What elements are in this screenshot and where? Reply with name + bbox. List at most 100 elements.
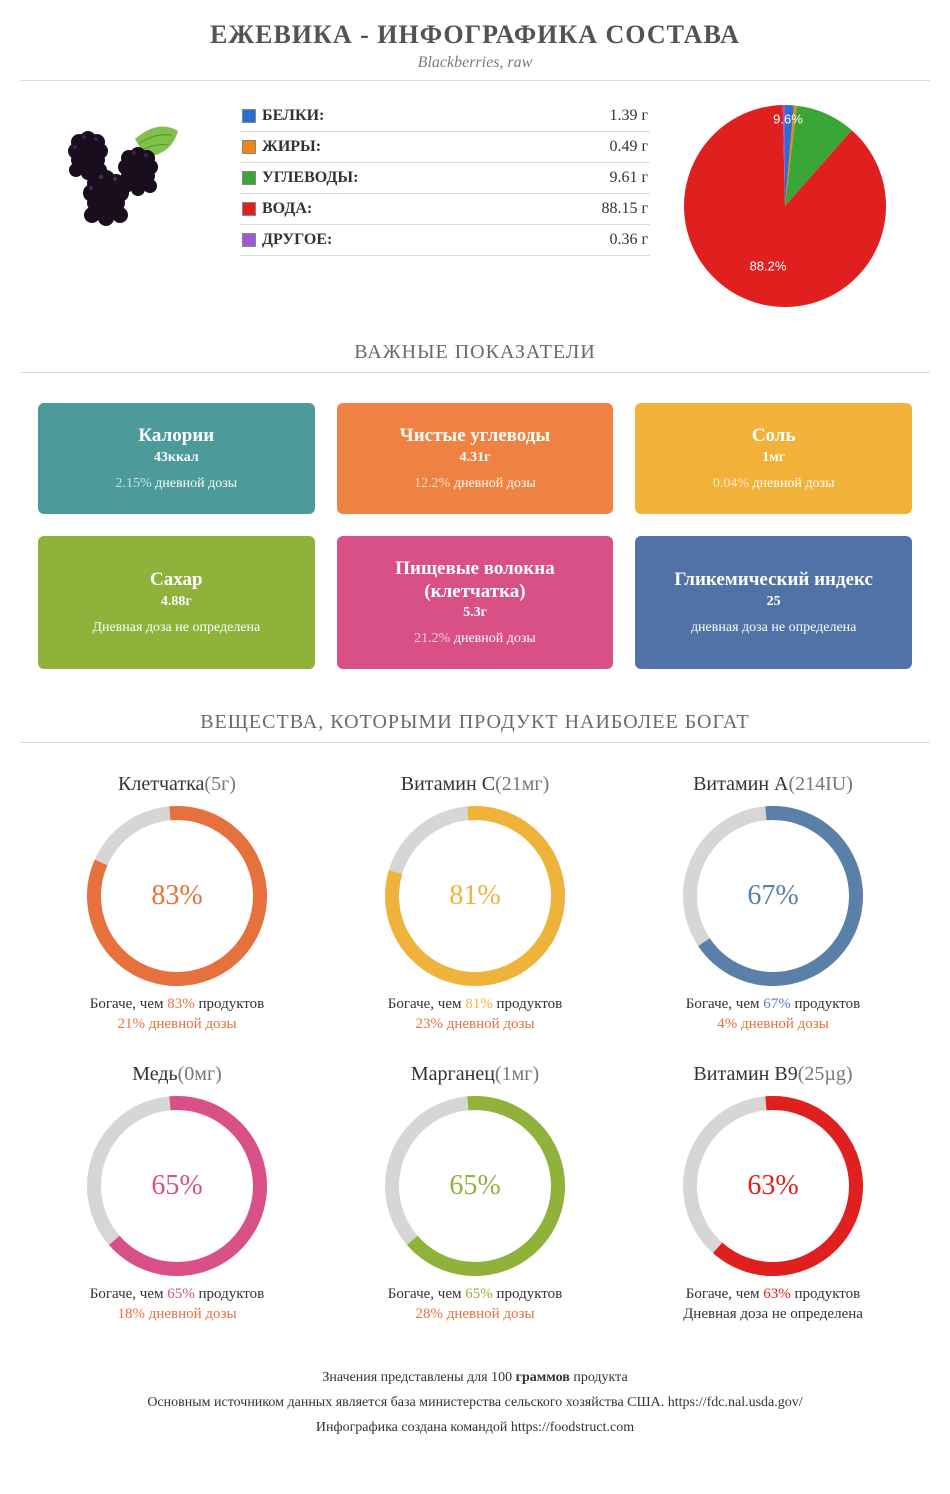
macro-row: ЖИРЫ:0.49 г bbox=[240, 132, 650, 163]
indicator-card: Чистые углеводы 4.31г 12.2% дневной дозы bbox=[337, 403, 614, 514]
pie-chart: 9.6% 88.2% bbox=[680, 101, 910, 311]
macro-row: ВОДА:88.15 г bbox=[240, 194, 650, 225]
macro-value: 1.39 г bbox=[609, 107, 648, 125]
pie-slice-label: 9.6% bbox=[773, 112, 803, 127]
macro-table: БЕЛКИ:1.39 гЖИРЫ:0.49 гУГЛЕВОДЫ:9.61 гВО… bbox=[240, 101, 650, 256]
donut-item: Клетчатка(5г) 83% Богаче, чем 83% продукто… bbox=[38, 773, 316, 1033]
donut-title: Марганец(1мг) bbox=[336, 1063, 614, 1086]
card-title: Гликемический индекс bbox=[674, 569, 873, 592]
donut-item: Витамин B9(25µg) 63% Богаче, чем 63% проду… bbox=[634, 1063, 912, 1323]
donut-percent: 83% bbox=[151, 880, 202, 912]
donut-dose: 28% дневной дозы bbox=[336, 1306, 614, 1323]
card-dose: дневная доза не определена bbox=[691, 620, 856, 636]
donut-chart: 83% bbox=[87, 806, 267, 986]
donut-title: Витамин B9(25µg) bbox=[634, 1063, 912, 1086]
donut-chart: 65% bbox=[385, 1096, 565, 1276]
donut-item: Медь(0мг)65%Богаче, чем 65% продуктов18%… bbox=[38, 1063, 316, 1323]
card-dose: 21.2% дневной дозы bbox=[414, 631, 536, 647]
footer-line-1: Значения представлены для 100 граммов пр… bbox=[20, 1365, 930, 1390]
macro-value: 9.61 г bbox=[609, 169, 648, 187]
donut-chart: 67% bbox=[683, 806, 863, 986]
card-title: Пищевые волокна (клетчатка) bbox=[349, 558, 602, 604]
card-title: Калории bbox=[138, 425, 214, 448]
divider bbox=[20, 742, 930, 743]
card-title: Соль bbox=[752, 425, 796, 448]
macro-swatch bbox=[242, 140, 256, 154]
donut-percent: 65% bbox=[449, 1170, 500, 1202]
page-subtitle: Blackberries, raw bbox=[20, 54, 930, 72]
donut-item: Витамин A(214IU) 67% Богаче, чем 67% проду… bbox=[634, 773, 912, 1033]
macro-value: 0.49 г bbox=[609, 138, 648, 156]
macro-label: ЖИРЫ: bbox=[262, 138, 609, 156]
donut-title: Клетчатка(5г) bbox=[38, 773, 316, 796]
pie-svg bbox=[680, 101, 890, 311]
footer: Значения представлены для 100 граммов пр… bbox=[20, 1365, 930, 1441]
card-value: 5.3г bbox=[463, 605, 487, 621]
blackberry-svg bbox=[40, 101, 210, 241]
footer-text: продукта bbox=[570, 1370, 628, 1385]
macro-row: ДРУГОЕ:0.36 г bbox=[240, 225, 650, 256]
donut-percent: 81% bbox=[449, 880, 500, 912]
donut-chart: 81% bbox=[385, 806, 565, 986]
donut-title: Медь(0мг) bbox=[38, 1063, 316, 1086]
page-title: ЕЖЕВИКА - ИНФОГРАФИКА СОСТАВА bbox=[20, 20, 930, 50]
indicator-card: Пищевые волокна (клетчатка)5.3г 21.2% дне… bbox=[337, 536, 614, 670]
donut-subtext: Богаче, чем 65% продуктов bbox=[336, 1284, 614, 1306]
macro-swatch bbox=[242, 171, 256, 185]
macro-swatch bbox=[242, 109, 256, 123]
pie-slice-label: 88.2% bbox=[750, 259, 787, 274]
card-title: Сахар bbox=[150, 569, 203, 592]
card-dose: 2.15% дневной дозы bbox=[116, 476, 238, 492]
indicator-cards: Калории 43ккал 2.15% дневной дозы Чистые уг… bbox=[20, 393, 930, 693]
indicator-card: Соль1мг0.04% дневной дозы bbox=[635, 403, 912, 514]
indicator-card: Калории 43ккал 2.15% дневной дозы bbox=[38, 403, 315, 514]
macro-row: УГЛЕВОДЫ:9.61 г bbox=[240, 163, 650, 194]
card-value: 1мг bbox=[762, 450, 785, 466]
card-value: 25 bbox=[767, 594, 781, 610]
donut-chart: 65% bbox=[87, 1096, 267, 1276]
donut-subtext: Богаче, чем 81% продуктов bbox=[336, 994, 614, 1016]
donut-subtext: Богаче, чем 65% продуктов bbox=[38, 1284, 316, 1306]
macro-value: 0.36 г bbox=[609, 231, 648, 249]
footer-line-2: Основным источником данных является база… bbox=[20, 1390, 930, 1415]
donut-percent: 63% bbox=[747, 1170, 798, 1202]
card-value: 4.31г bbox=[460, 450, 491, 466]
donut-title: Витамин C(21мг) bbox=[336, 773, 614, 796]
macro-label: БЕЛКИ: bbox=[262, 107, 609, 125]
donut-subtext: Богаче, чем 83% продуктов bbox=[38, 994, 316, 1016]
product-image bbox=[40, 101, 210, 241]
footer-bold: граммов bbox=[516, 1370, 570, 1385]
header: ЕЖЕВИКА - ИНФОГРАФИКА СОСТАВА Blackberri… bbox=[20, 20, 930, 72]
card-value: 43ккал bbox=[154, 450, 199, 466]
donut-percent: 67% bbox=[747, 880, 798, 912]
donut-subtext: Богаче, чем 67% продуктов bbox=[634, 994, 912, 1016]
donut-dose: 23% дневной дозы bbox=[336, 1016, 614, 1033]
divider bbox=[20, 80, 930, 81]
donut-title: Витамин A(214IU) bbox=[634, 773, 912, 796]
macro-swatch bbox=[242, 233, 256, 247]
footer-line-3: Инфографика создана командой https://foo… bbox=[20, 1415, 930, 1440]
macro-label: ДРУГОЕ: bbox=[262, 231, 609, 249]
card-dose: Дневная доза не определена bbox=[92, 620, 260, 636]
donut-chart: 63% bbox=[683, 1096, 863, 1276]
section-title-indicators: ВАЖНЫЕ ПОКАЗАТЕЛИ bbox=[20, 341, 930, 364]
indicator-card: Сахар 4.88г Дневная доза не определена bbox=[38, 536, 315, 670]
indicator-card: Гликемический индекс 25 дневная доза не оп… bbox=[635, 536, 912, 670]
macro-value: 88.15 г bbox=[601, 200, 648, 218]
divider bbox=[20, 372, 930, 373]
macro-label: ВОДА: bbox=[262, 200, 601, 218]
donut-dose: Дневная доза не определена bbox=[634, 1306, 912, 1323]
card-dose: 12.2% дневной дозы bbox=[414, 476, 536, 492]
card-value: 4.88г bbox=[161, 594, 192, 610]
top-row: БЕЛКИ:1.39 гЖИРЫ:0.49 гУГЛЕВОДЫ:9.61 гВО… bbox=[20, 101, 930, 311]
donut-percent: 65% bbox=[151, 1170, 202, 1202]
donut-subtext: Богаче, чем 63% продуктов bbox=[634, 1284, 912, 1306]
donut-dose: 4% дневной дозы bbox=[634, 1016, 912, 1033]
card-title: Чистые углеводы bbox=[400, 425, 550, 448]
donut-dose: 21% дневной дозы bbox=[38, 1016, 316, 1033]
footer-text: Значения представлены для 100 bbox=[322, 1370, 515, 1385]
macro-row: БЕЛКИ:1.39 г bbox=[240, 101, 650, 132]
macro-label: УГЛЕВОДЫ: bbox=[262, 169, 609, 187]
macro-swatch bbox=[242, 202, 256, 216]
donut-item: Витамин C(21мг) 81% Богаче, чем 81% продук… bbox=[336, 773, 614, 1033]
